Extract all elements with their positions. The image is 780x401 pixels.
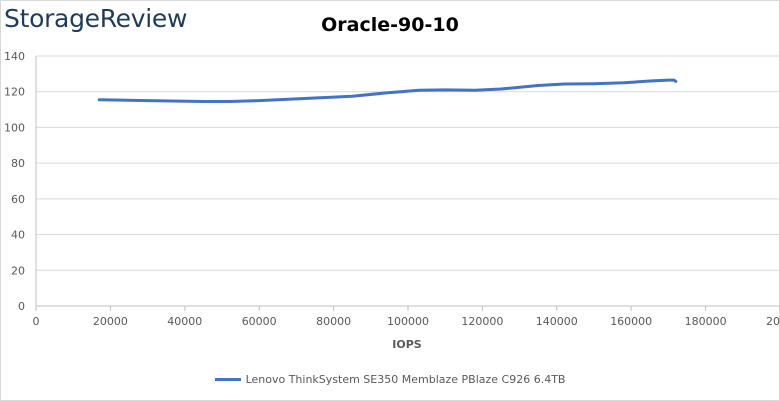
gridlines (36, 55, 780, 307)
y-tick-label: 120 (4, 86, 25, 99)
legend-label: Lenovo ThinkSystem SE350 Memblaze PBlaze… (245, 373, 566, 386)
x-tick-label: 0 (33, 315, 40, 328)
x-axis-label: IOPS (392, 338, 422, 351)
y-tick-label: 100 (4, 121, 25, 134)
series-line (97, 78, 678, 103)
series-lines (97, 78, 678, 103)
x-tick-labels: 0 20000 40000 60000 80000 100000 120000 140000 1… (33, 315, 780, 328)
x-tick-label: 100000 (387, 315, 429, 328)
x-tick-label: 40000 (167, 315, 202, 328)
chart-title: Oracle-90-10 (321, 14, 459, 36)
legend-swatch (214, 378, 241, 381)
y-tick-labels: 0 20 40 60 80 100 120 140 (4, 50, 25, 313)
x-tick-label: 80000 (316, 315, 351, 328)
y-tick-label: 80 (11, 157, 25, 170)
y-tick-label: 140 (4, 50, 25, 63)
x-tick-label: 2000 (766, 315, 780, 328)
y-tick-label: 60 (11, 193, 25, 206)
axes (35, 56, 780, 311)
x-tick-label: 180000 (685, 315, 727, 328)
storagereview-logo: StorageReview (4, 4, 188, 33)
y-tick-label: 40 (11, 229, 25, 242)
x-tick-label: 140000 (536, 315, 578, 328)
x-tick-label: 160000 (610, 315, 652, 328)
x-tick-label: 20000 (93, 315, 128, 328)
x-tick-label: 120000 (461, 315, 503, 328)
y-tick-label: 20 (11, 264, 25, 277)
x-tick-label: 60000 (242, 315, 277, 328)
legend: Lenovo ThinkSystem SE350 Memblaze PBlaze… (0, 373, 780, 386)
y-tick-label: 0 (18, 300, 25, 313)
